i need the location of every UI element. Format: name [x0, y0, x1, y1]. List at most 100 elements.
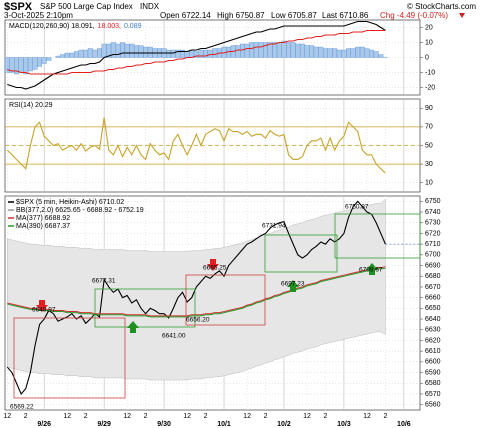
x-tick-label: 2: [324, 413, 328, 420]
price-annotation: 6677.31: [92, 278, 116, 285]
histogram-bar: [272, 42, 278, 58]
price-annotation: 6697.23: [281, 281, 305, 288]
series-line: [7, 30, 386, 75]
legend-entry: MA(390) 6687.37: [16, 223, 70, 230]
x-tick-label: 2: [144, 413, 148, 420]
histogram-bar: [281, 40, 287, 58]
y-tick-label: 6640: [425, 316, 441, 323]
legend-entry: 18.003,: [98, 23, 121, 30]
histogram-bar: [124, 43, 130, 58]
histogram-bar: [304, 45, 310, 58]
y-tick-label: 6660: [425, 294, 441, 301]
histogram-bar: [364, 48, 370, 58]
x-date-label: 10/1: [217, 421, 231, 428]
histogram-bar: [336, 49, 342, 58]
histogram-bar: [32, 57, 38, 70]
y-tick-label: 6620: [425, 337, 441, 344]
histogram-bar: [249, 42, 255, 58]
bollinger-band: [7, 198, 386, 381]
price-annotation: 6641.00: [162, 333, 186, 340]
y-tick-label: 6570: [425, 391, 441, 398]
symbol: $SPX: [4, 1, 33, 13]
y-tick-label: 6700: [425, 252, 441, 259]
y-tick-label: 90: [425, 105, 433, 112]
histogram-bar: [18, 57, 24, 73]
series-line: [7, 266, 386, 317]
green-box: [334, 213, 421, 259]
legend-entry: 0.089: [124, 23, 142, 30]
x-tick-label: 12: [183, 413, 191, 420]
index-name: S&P 500 Large Cap Index: [40, 2, 133, 11]
x-tick-label: 12: [123, 413, 131, 420]
green-box: [94, 288, 196, 328]
histogram-bar: [332, 48, 338, 58]
histogram-bar: [138, 45, 144, 58]
histogram-bar: [133, 45, 139, 58]
series-line: [7, 20, 386, 90]
x-tick-label: 2: [24, 413, 28, 420]
y-tick-label: 6740: [425, 209, 441, 216]
y-tick-label: 6590: [425, 369, 441, 376]
legend-entry: BB(377,2.0) 6625.65 - 6688.92 - 6752.19: [16, 207, 144, 214]
legend: MACD(120,260,90) 18.091, 18.003, 0.089: [9, 23, 142, 30]
price-annotation: 6750.87: [345, 204, 369, 211]
y-tick-label: 50: [425, 142, 433, 149]
y-tick-label: -20: [425, 84, 435, 91]
buy-arrow: [287, 280, 299, 292]
histogram-bar: [101, 43, 107, 58]
x-date-label: 9/30: [157, 421, 171, 428]
series-line: [6, 117, 386, 174]
histogram-bar: [378, 54, 384, 58]
histogram-bar: [46, 57, 52, 61]
histogram-bar: [115, 43, 121, 58]
annotations-layer: [13, 213, 421, 399]
histogram-bar: [97, 48, 102, 58]
x-tick-label: 12: [63, 413, 71, 420]
price-annotation: 6648.97: [32, 307, 56, 314]
buy-arrow: [127, 321, 139, 333]
histogram-bar: [207, 49, 213, 58]
histogram-bar: [346, 48, 351, 58]
histogram-bar: [120, 42, 126, 58]
low: Low 6705.87: [271, 11, 317, 20]
x-tick-label: 12: [303, 413, 311, 420]
histogram-bar: [27, 57, 33, 72]
x-tick-label: 12: [243, 413, 251, 420]
x-tick-label: 12: [363, 413, 371, 420]
y-tick-label: 10: [425, 39, 433, 46]
last: Last 6710.86: [322, 11, 369, 20]
exchange: INDX: [140, 2, 160, 11]
histogram-bar: [258, 42, 264, 58]
histogram-bar: [83, 49, 89, 58]
series-line: [7, 267, 386, 318]
x-date-label: 10/6: [397, 421, 411, 428]
histogram-bar: [286, 42, 292, 58]
x-date-label: 10/2: [277, 421, 291, 428]
histogram-bar: [147, 46, 153, 58]
histogram-bar: [318, 46, 324, 58]
buy-arrow: [366, 263, 378, 275]
histogram-bar: [359, 46, 365, 58]
y-tick-label: 6580: [425, 380, 441, 387]
y-tick-label: 6610: [425, 348, 441, 355]
y-tick-label: 6670: [425, 284, 441, 291]
y-tick-label: 70: [425, 124, 433, 131]
histogram-bar: [350, 48, 356, 58]
histogram-bar: [166, 49, 172, 58]
histogram-bar: [184, 51, 190, 58]
histogram-bar: [189, 49, 195, 58]
histogram-bar: [341, 49, 347, 58]
histogram-bar: [373, 51, 379, 58]
timestamp: 3-Oct-2025 2:10pm: [4, 11, 73, 20]
y-tick-label: 6600: [425, 359, 441, 366]
histogram-bar: [212, 48, 218, 58]
legend-entry: MACD(120,260,90) 18.091,: [9, 23, 95, 30]
x-date-label: 9/26: [37, 421, 51, 428]
price-annotation: 6685.25: [203, 265, 227, 272]
y-tick-label: 6750: [425, 198, 441, 205]
price-annotation: 6656.20: [186, 317, 210, 324]
down-icon: [459, 13, 465, 18]
y-tick-label: 6680: [425, 273, 441, 280]
x-tick-label: 2: [84, 413, 88, 420]
